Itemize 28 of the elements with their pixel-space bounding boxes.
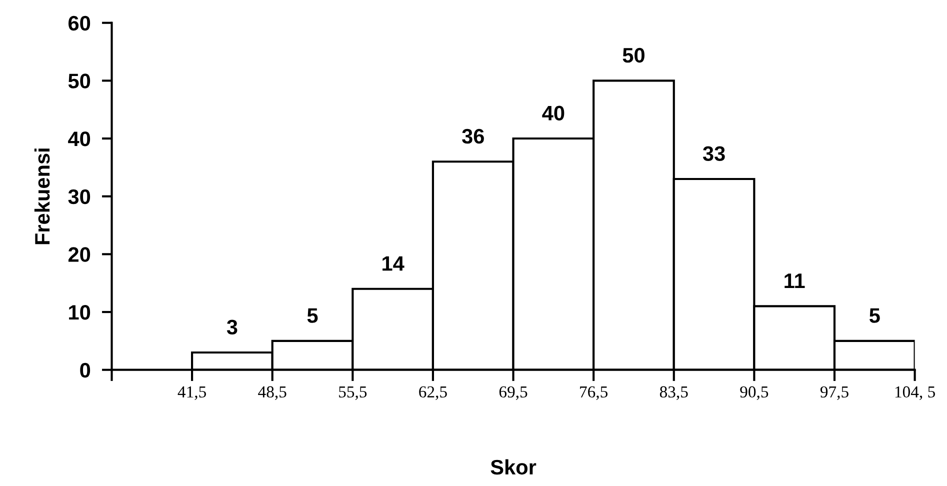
data-label: 50: [622, 48, 644, 63]
y-tick-label: 30: [68, 189, 90, 204]
y-tick-label: 50: [68, 74, 90, 88]
data-label: 36: [462, 128, 484, 144]
x-tick-label: 62,5: [419, 386, 447, 400]
y-tick-label: 0: [80, 362, 90, 378]
data-label: 5: [870, 308, 880, 323]
x-tick-label: 41,5: [178, 386, 206, 400]
x-tick-label: 48,5: [258, 386, 286, 400]
x-tick-label: 97,5: [820, 386, 848, 400]
data-label: 14: [382, 256, 404, 271]
x-tick-label: 83,5: [660, 386, 688, 400]
data-label: 40: [542, 106, 564, 121]
x-tick-label: 76,5: [580, 386, 608, 400]
x-tick-label: 69,5: [499, 386, 528, 400]
y-tick-label: 40: [68, 132, 90, 146]
data-label: 3: [226, 320, 238, 335]
x-axis-title: Skor: [490, 459, 536, 475]
data-label: 33: [702, 146, 725, 162]
x-tick-label: 104, 5: [895, 386, 935, 400]
data-label: 11: [784, 274, 805, 288]
y-axis-title: Frekuensi: [34, 148, 50, 244]
y-tick-label: 60: [68, 16, 90, 31]
x-tick-label: 55,5: [339, 386, 367, 400]
y-tick-label: 20: [68, 247, 90, 262]
x-tick-label: 90,5: [740, 386, 768, 400]
y-tick-label: 10: [69, 305, 90, 320]
data-label: 5: [307, 308, 318, 323]
